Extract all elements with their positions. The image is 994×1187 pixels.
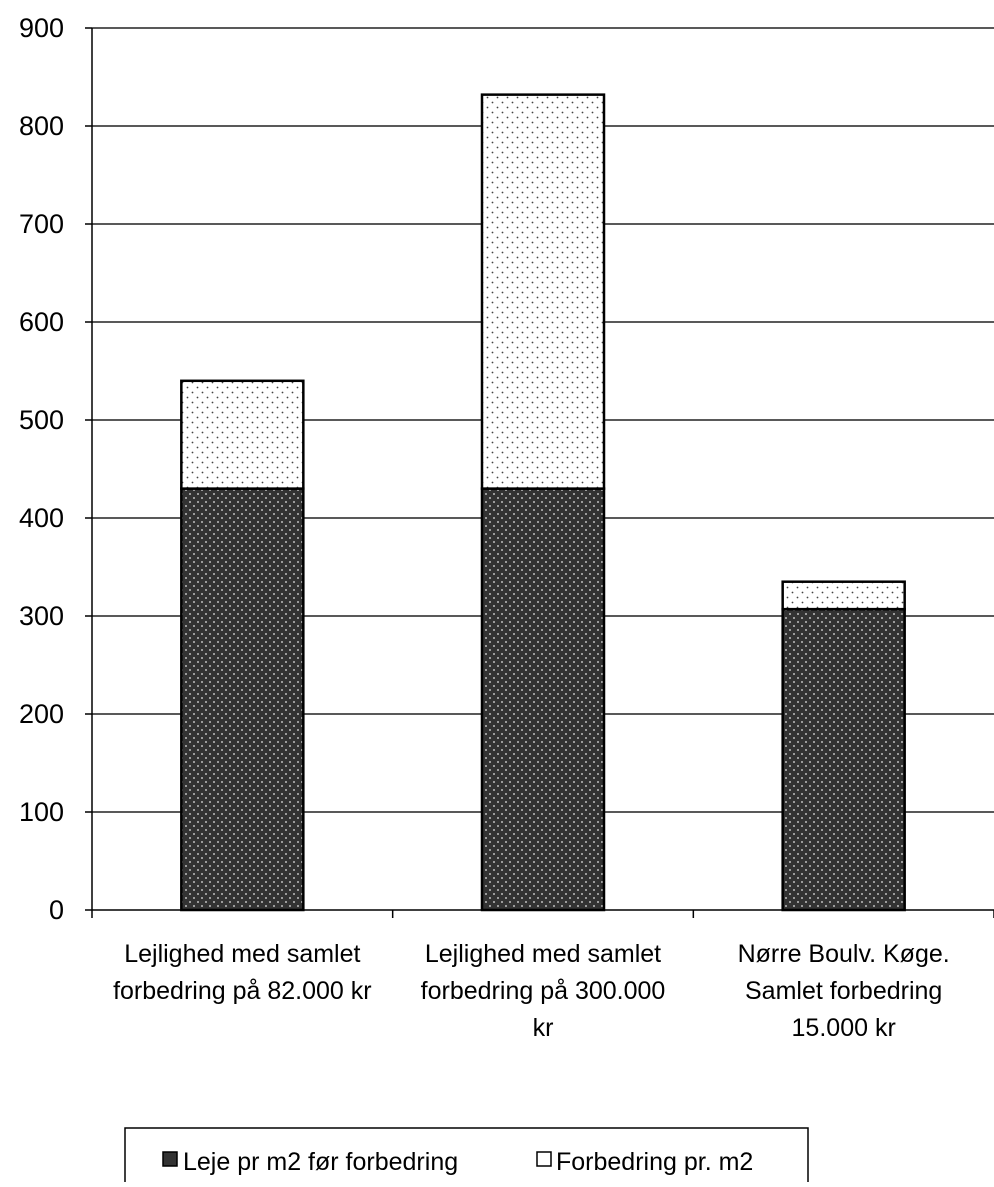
x-category-label-line: forbedring på 82.000 kr [113,977,372,1005]
legend-label: Leje pr m2 før forbedring [183,1148,458,1176]
bar-segment [781,607,906,912]
y-tick-label: 400 [19,503,64,533]
y-tick-label: 0 [49,895,64,925]
x-category-label: Lejlighed med samlet forbedring på 82.000… [113,940,372,1005]
bar-segment [180,379,305,490]
bar-segment [480,93,606,490]
y-tick-label: 200 [19,699,64,729]
y-tick-label: 300 [19,601,64,631]
legend: Leje pr m2 før forbedring Forbedring pr. … [124,1127,809,1187]
y-tick-label: 500 [19,405,64,435]
bar-segment [480,487,606,912]
bar-segment [781,580,906,611]
y-tick-label: 100 [19,797,64,827]
legend-swatch [536,1151,552,1167]
x-category-labels: Lejlighed med samlet forbedring på 82.000… [113,940,950,1042]
axes [85,27,994,918]
x-category-label-line: Lejlighed med samlet [124,940,360,968]
x-category-label-line: 15.000 kr [792,1014,896,1042]
x-category-label: Nørre Boulv. Køge. Samlet forbedring 15.00… [738,940,950,1042]
y-tick-label: 600 [19,307,64,337]
x-category-label-line: kr [533,1014,554,1042]
y-tick-label: 900 [19,13,64,43]
bars [180,93,906,912]
legend-box [124,1127,809,1187]
legend-label: Forbedring pr. m2 [556,1148,753,1176]
x-category-label-line: forbedring på 300.000 [421,977,666,1005]
y-tick-labels: 0 100 200 300 400 500 600 700 800 900 [19,13,64,925]
x-category-label-line: Lejlighed med samlet [425,940,661,968]
bar-segment [180,487,305,912]
x-category-label-line: Samlet forbedring [745,977,942,1005]
x-category-label: Lejlighed med samlet forbedring på 300.00… [421,940,666,1042]
y-tick-label: 800 [19,111,64,141]
y-tick-label: 700 [19,209,64,239]
x-category-label-line: Nørre Boulv. Køge. [738,940,950,968]
legend-swatch [162,1151,178,1167]
